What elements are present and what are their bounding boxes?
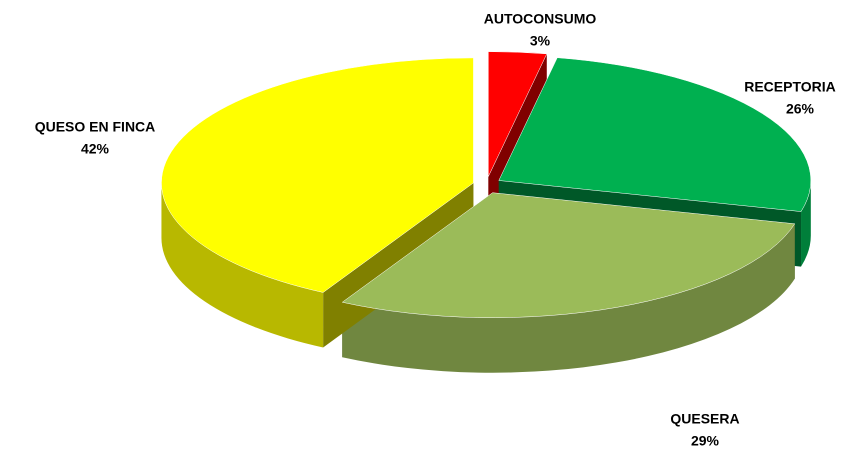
slice-label-value: 42% <box>81 141 110 157</box>
slice-label-name: RECEPTORIA <box>744 79 836 95</box>
slice-side <box>801 180 811 267</box>
slice <box>488 51 548 177</box>
slice-side <box>342 223 795 373</box>
slice-label-name: QUESERA <box>670 411 739 427</box>
slice-tops <box>161 51 812 318</box>
slice <box>498 57 812 212</box>
slice <box>161 57 474 293</box>
slice-label-name: AUTOCONSUMO <box>484 11 597 27</box>
slice <box>341 192 796 318</box>
slice-side <box>161 182 324 348</box>
slice-label-name: QUESO EN FINCA <box>35 119 156 135</box>
slice-label-value: 26% <box>786 101 815 117</box>
labels: AUTOCONSUMO 3% RECEPTORIA 26% QUESERA 29% QUES… <box>35 11 836 449</box>
slice-label-value: 3% <box>530 33 551 49</box>
slice-label-value: 29% <box>691 433 720 449</box>
